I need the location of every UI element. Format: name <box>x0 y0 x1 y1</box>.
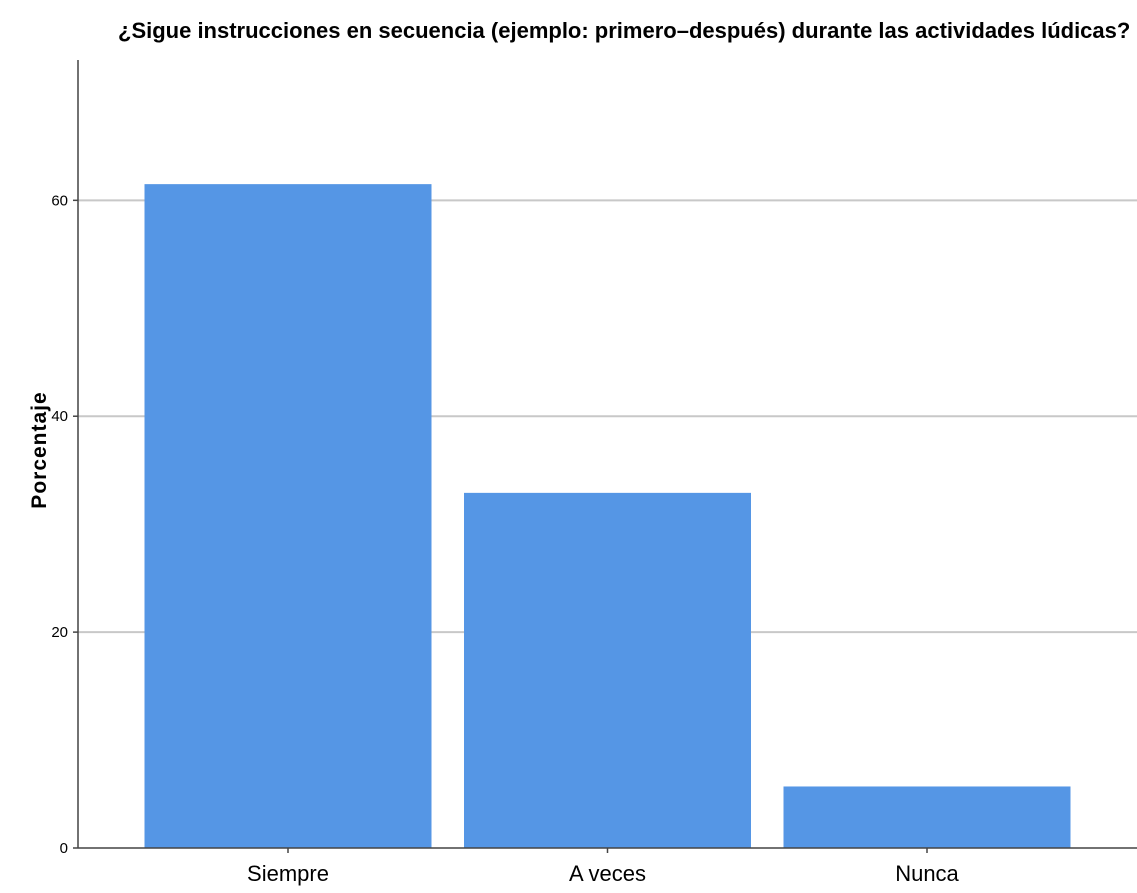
bar <box>783 786 1071 848</box>
x-tick-label: A veces <box>569 861 646 886</box>
y-axis-ticks: 0 20 40 60 <box>51 192 78 857</box>
y-tick-label: 20 <box>51 624 68 641</box>
x-axis-ticks: Siempre A veces Nunca <box>247 848 960 886</box>
bar <box>144 184 432 849</box>
chart-title: ¿Sigue instrucciones en secuencia (ejemp… <box>118 18 1130 43</box>
y-tick-label: 60 <box>51 192 68 209</box>
x-tick-label: Siempre <box>247 861 329 886</box>
y-axis-label: Porcentaje <box>28 391 51 508</box>
bars <box>144 184 1071 849</box>
y-tick-label: 0 <box>60 840 68 857</box>
x-tick-label: Nunca <box>895 861 959 886</box>
bar <box>464 492 751 848</box>
y-tick-label: 40 <box>51 408 68 425</box>
